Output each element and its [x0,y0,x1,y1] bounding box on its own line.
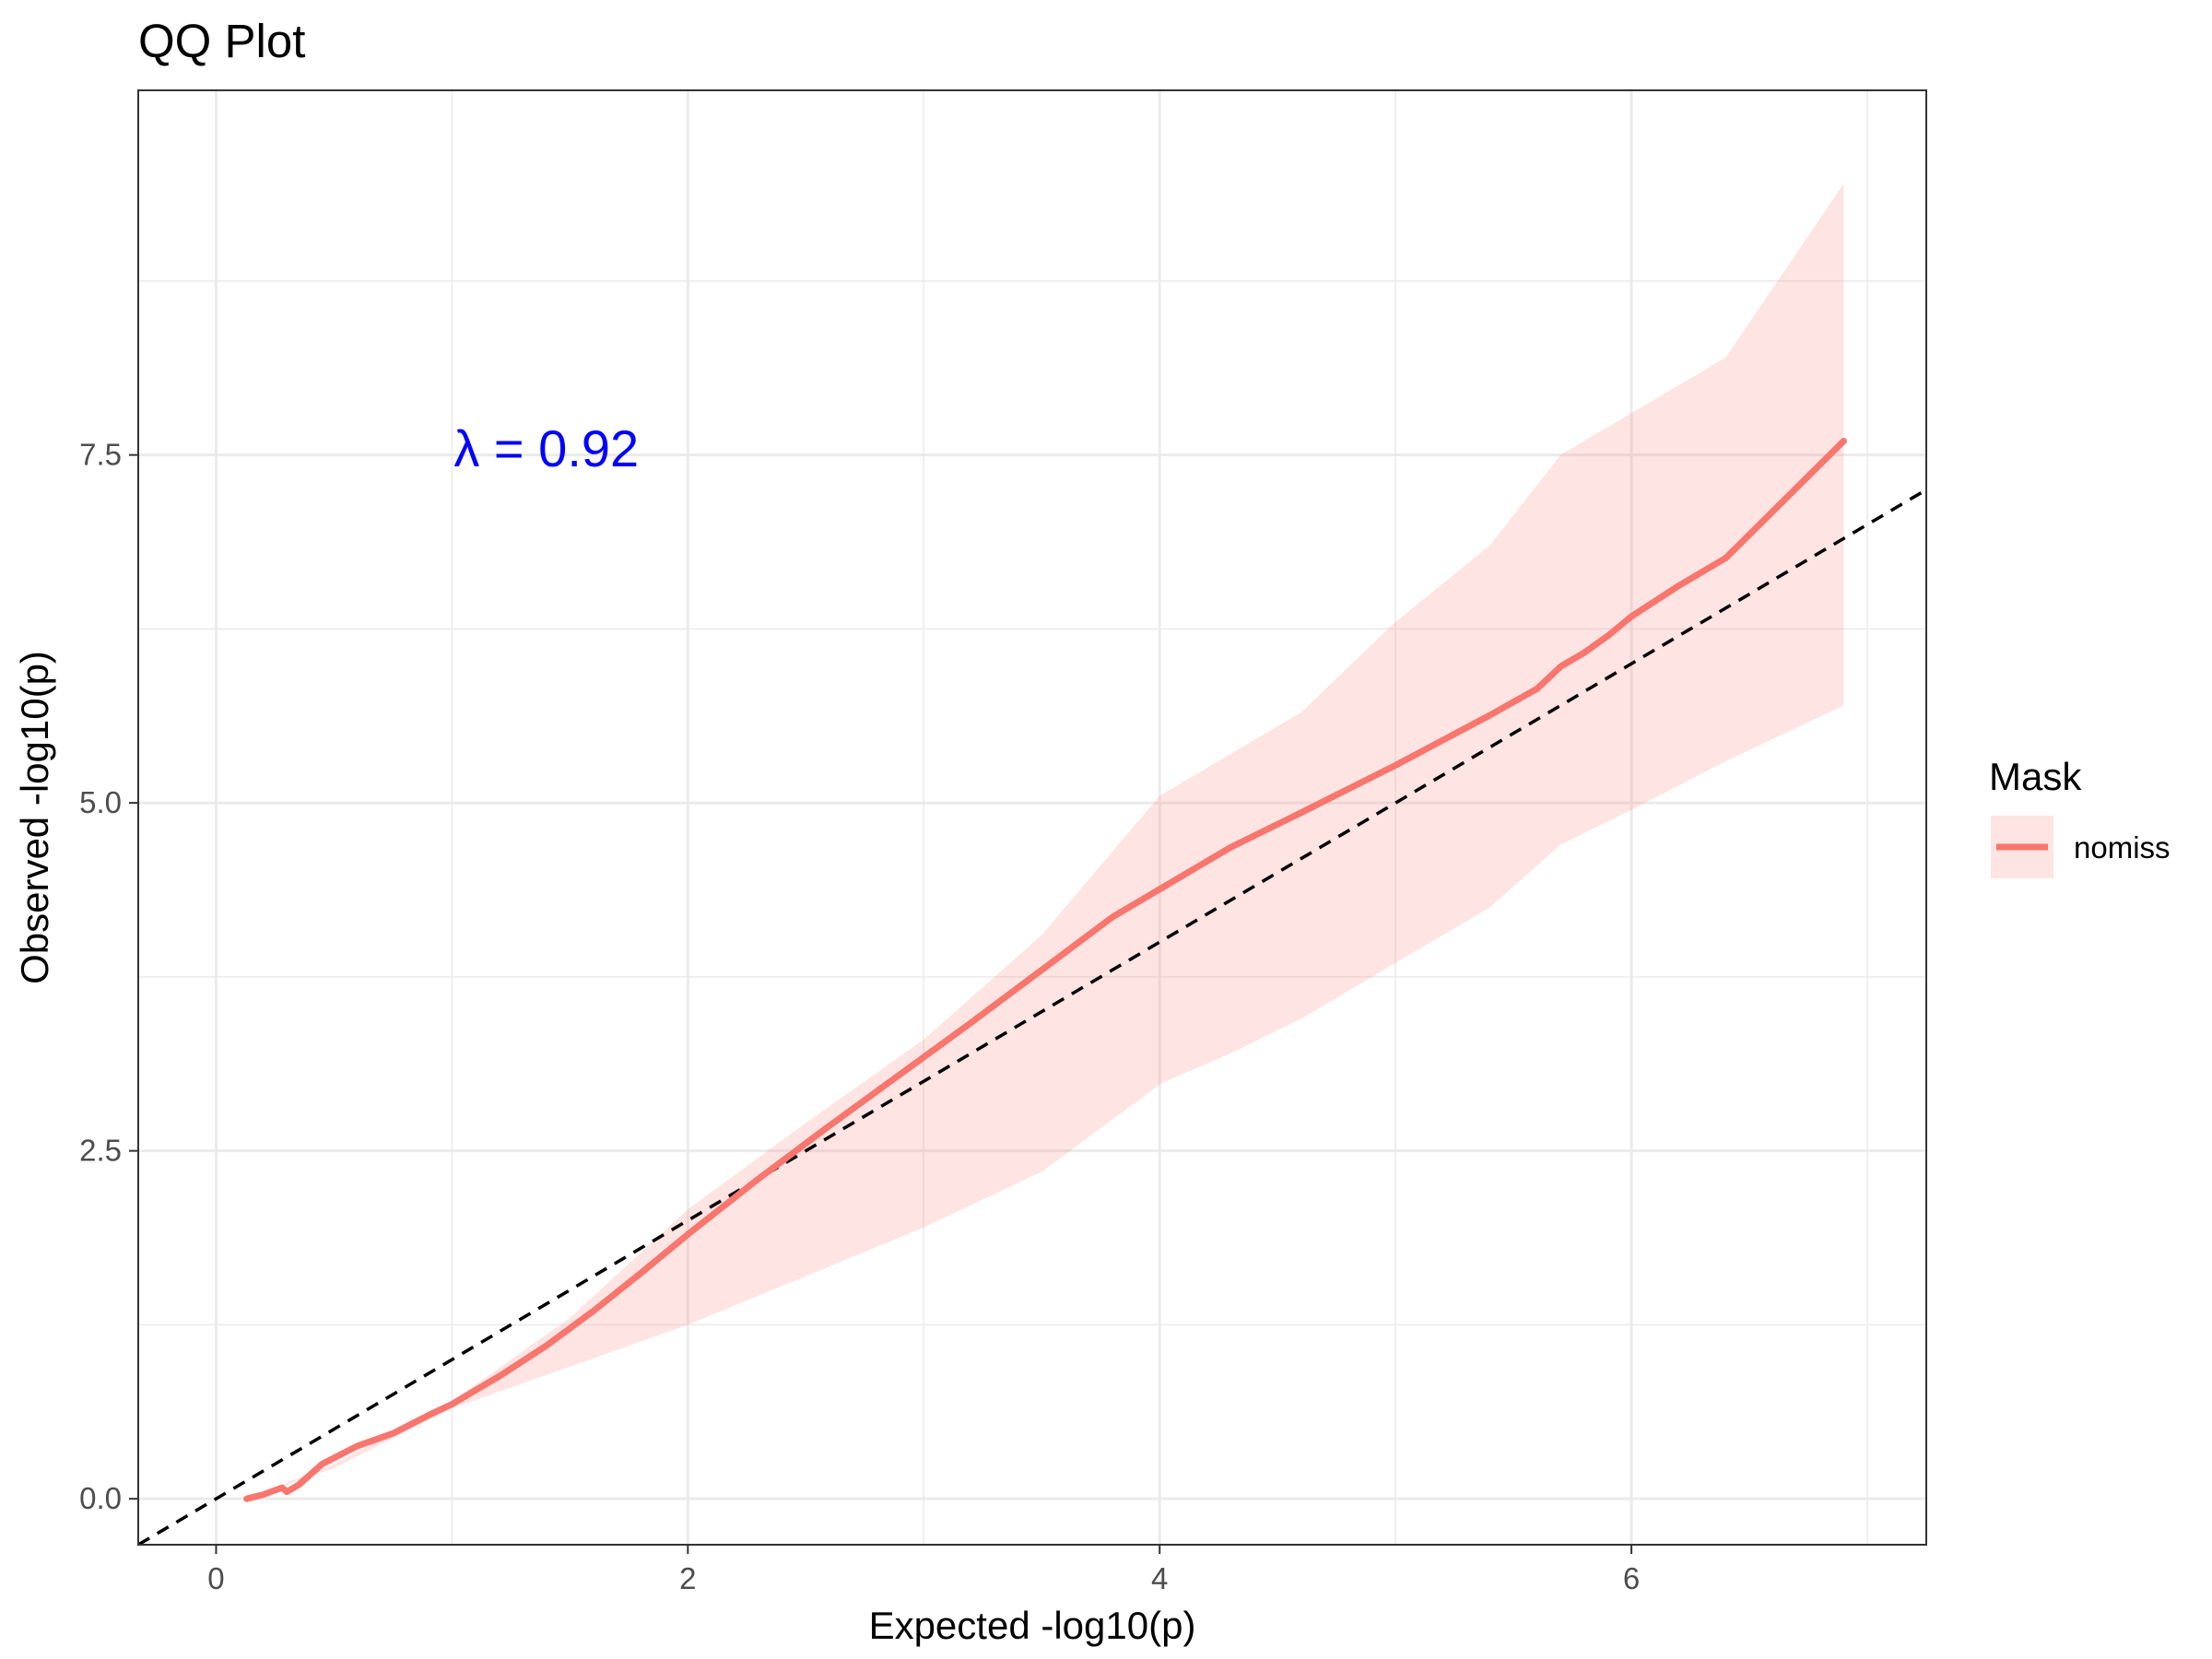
x-axis-ticks: 0 2 4 6 [207,1545,1640,1595]
panel-background [138,90,1926,1545]
reference-line [137,488,1927,1547]
y-tick-label: 0.0 [79,1481,122,1515]
x-tick-label: 4 [1151,1561,1168,1595]
confidence-band [246,183,1844,1500]
legend-label-nomiss: nomiss [2074,830,2171,865]
major-gridlines [138,90,1926,1545]
legend-title: Mask [1989,755,2082,798]
x-tick-label: 6 [1623,1561,1640,1595]
x-tick-label: 2 [679,1561,696,1595]
y-tick-label: 5.0 [79,785,122,819]
y-axis-title: Observed -log10(p) [13,651,56,984]
legend: Mask nomiss [1989,755,2171,878]
x-axis-title: Expected -log10(p) [869,1604,1196,1647]
y-tick-label: 2.5 [79,1134,122,1168]
chart-title: QQ Plot [138,15,305,67]
y-axis-ticks: 0.0 2.5 5.0 7.5 [79,438,138,1515]
series-line-nomiss [243,438,1847,1502]
y-tick-label: 7.5 [79,438,122,472]
panel-border [137,89,1927,1546]
lambda-annotation: λ = 0.92 [453,419,639,477]
x-tick-label: 0 [207,1561,224,1595]
plot-panel: λ = 0.92 [137,89,1927,1547]
